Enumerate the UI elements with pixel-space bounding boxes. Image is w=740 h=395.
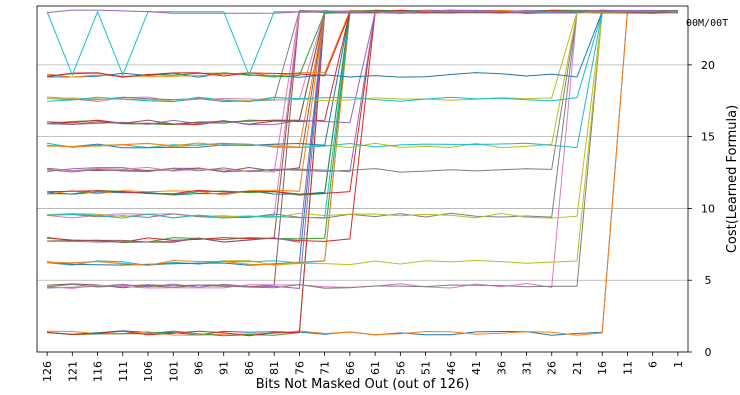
series-line xyxy=(47,10,678,289)
x-tick-label: 31 xyxy=(521,361,534,375)
series-line xyxy=(47,10,678,219)
y-axis-title: Cost(Learned Formula) xyxy=(725,105,740,253)
series-line xyxy=(47,10,678,103)
series-line xyxy=(47,11,678,173)
series-line xyxy=(47,10,678,266)
series-line xyxy=(47,10,678,266)
y-tick-label: 10 xyxy=(701,202,715,215)
series-line xyxy=(47,9,678,103)
x-tick-label: 96 xyxy=(192,361,205,375)
x-tick-label: 21 xyxy=(571,361,584,375)
x-tick-label: 126 xyxy=(41,361,54,382)
series-line xyxy=(47,9,678,266)
series-line xyxy=(47,9,678,289)
y-tick-label: 20 xyxy=(701,59,715,72)
series-lines xyxy=(46,9,678,337)
x-axis-title: Bits Not Masked Out (out of 126) xyxy=(256,377,470,392)
series-line xyxy=(47,10,678,102)
series-line xyxy=(47,11,678,149)
x-tick-label: 116 xyxy=(92,361,105,382)
x-tick-label: 26 xyxy=(546,361,559,375)
x-tick-label: 51 xyxy=(420,361,433,375)
x-tick-label: 11 xyxy=(621,361,634,375)
plot-frame xyxy=(36,5,689,353)
series-line xyxy=(47,9,678,289)
x-tick-label: 61 xyxy=(369,361,382,375)
x-axis: 126 121 116 111 106 101 96 91 86 81 76 71 66 61 56 51 46… xyxy=(41,352,685,382)
x-tick-label: 101 xyxy=(167,361,180,382)
series-line xyxy=(47,10,678,336)
x-tick-label: 91 xyxy=(218,361,231,375)
top-right-annotation: 00M/00T xyxy=(686,18,728,29)
x-tick-label: 6 xyxy=(647,361,660,368)
x-tick-label: 16 xyxy=(596,361,609,375)
x-tick-label: 1 xyxy=(672,361,685,368)
x-tick-label: 41 xyxy=(470,361,483,375)
series-line xyxy=(47,10,678,266)
series-line xyxy=(47,10,678,103)
y-tick-label: 5 xyxy=(705,274,712,287)
y-tick-label: 0 xyxy=(705,346,712,359)
x-tick-label: 56 xyxy=(394,361,407,375)
x-tick-label: 106 xyxy=(142,361,155,382)
x-tick-label: 81 xyxy=(268,361,281,375)
x-tick-label: 111 xyxy=(117,361,130,382)
x-tick-label: 76 xyxy=(293,361,306,375)
series-line xyxy=(47,9,678,15)
y-tick-label: 15 xyxy=(701,131,715,144)
x-tick-label: 66 xyxy=(344,361,357,375)
x-tick-label: 71 xyxy=(319,361,332,375)
x-tick-label: 46 xyxy=(445,361,458,375)
series-line xyxy=(47,10,678,78)
x-tick-label: 121 xyxy=(66,361,79,382)
x-tick-label: 36 xyxy=(495,361,508,375)
series-line xyxy=(47,10,678,243)
y-axis: 0 5 10 15 20 xyxy=(688,59,715,359)
series-line xyxy=(47,9,678,289)
x-tick-label: 86 xyxy=(243,361,256,375)
